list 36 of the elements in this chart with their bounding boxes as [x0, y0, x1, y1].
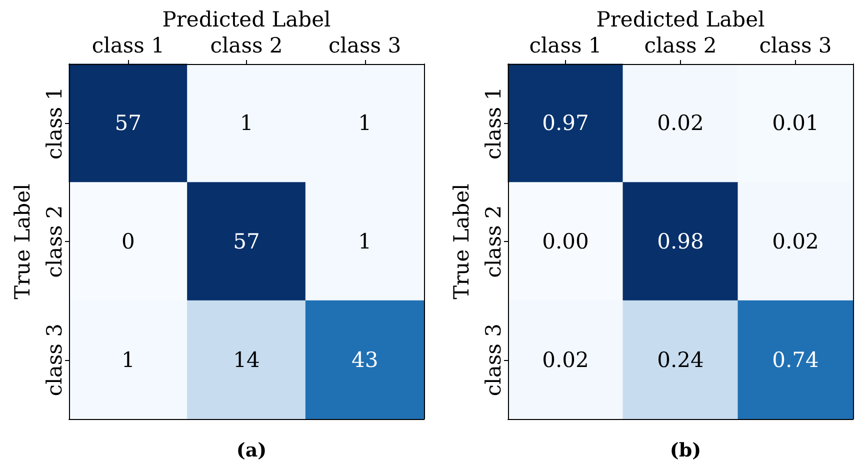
x-tick-label: class 2	[210, 34, 283, 58]
x-tick-label: class 2	[644, 34, 717, 58]
data-label: 0.02	[657, 111, 704, 136]
data-label: 0	[121, 230, 135, 254]
data-label: 0.24	[657, 348, 704, 372]
data-label: 57	[233, 230, 260, 254]
x-tick-label: class 1	[92, 34, 164, 58]
x-axis-title: Predicted Label	[596, 8, 766, 32]
y-tick-label: class 2	[42, 205, 66, 278]
data-label: 14	[233, 348, 260, 372]
y-tick-label: class 1	[42, 86, 66, 160]
y-tick-label: class 3	[482, 324, 506, 396]
data-label: 0.74	[772, 348, 819, 372]
data-label: 1	[358, 111, 372, 136]
data-label: 57	[114, 111, 142, 136]
x-tick-label: class 3	[328, 34, 402, 58]
x-tick-label: class 1	[529, 34, 602, 58]
y-tick-label: class 3	[42, 324, 66, 396]
y-axis-title: True Label	[10, 183, 34, 300]
y-tick-label: class 2	[482, 205, 506, 278]
text: (a)	[236, 440, 267, 462]
data-label: 43	[351, 348, 378, 372]
data-label: 1	[358, 230, 372, 254]
data-label: 0.98	[657, 230, 704, 254]
data-label: 0.02	[542, 348, 589, 372]
x-tick-label: class 3	[759, 34, 832, 58]
data-label: 1	[121, 348, 135, 372]
data-label: 0.97	[542, 111, 589, 136]
data-label: 0.02	[772, 230, 819, 254]
x-axis-title: Predicted Label	[162, 8, 332, 32]
text: (b)	[670, 440, 702, 462]
data-label: 0.00	[542, 230, 589, 254]
data-label: 1	[240, 111, 254, 136]
y-axis-title: True Label	[450, 183, 474, 300]
y-tick-label: class 1	[482, 86, 506, 160]
data-label: 0.01	[772, 111, 819, 136]
